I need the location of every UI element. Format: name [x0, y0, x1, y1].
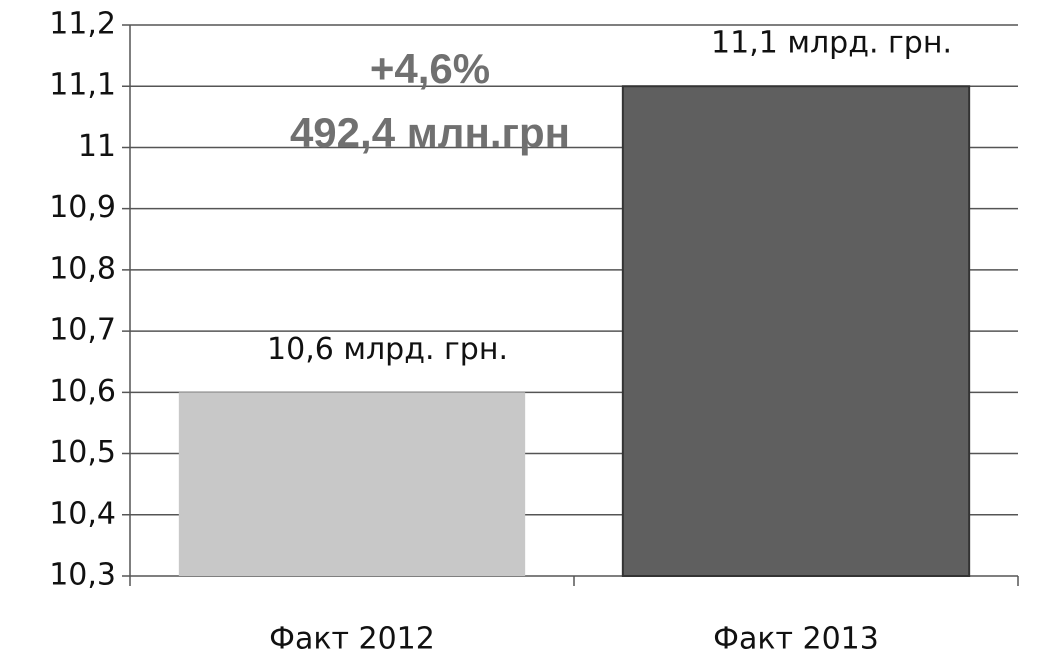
x-tick-label: Факт 2012: [269, 622, 435, 657]
y-tick-label: 11,1: [49, 68, 116, 103]
annotation: 492,4 млн.грн: [290, 109, 570, 156]
bar: [621, 85, 971, 577]
x-tick-label: Факт 2013: [713, 622, 879, 657]
y-tick-label: 10,8: [49, 251, 116, 286]
data-label: 11,1 млрд. грн.: [711, 26, 952, 61]
y-tick-label: 10,4: [49, 496, 116, 531]
y-tick-label: 11,2: [49, 7, 116, 42]
data-label: 10,6 млрд. грн.: [267, 332, 508, 367]
y-tick-label: 10,9: [49, 190, 116, 225]
annotation: +4,6%: [370, 45, 490, 92]
bar: [178, 392, 526, 576]
plot: 10,3 10,4 10,5 10,6 10,7 10,8 10,9 11 11,1 11,2 Фа…: [49, 7, 1019, 657]
y-tick-label: 10,5: [49, 435, 116, 470]
y-tick-label: 11: [78, 129, 116, 164]
y-tick-label: 10,3: [49, 558, 116, 593]
y-tick-label: 10,7: [49, 313, 116, 348]
y-tick-label: 10,6: [49, 374, 116, 409]
